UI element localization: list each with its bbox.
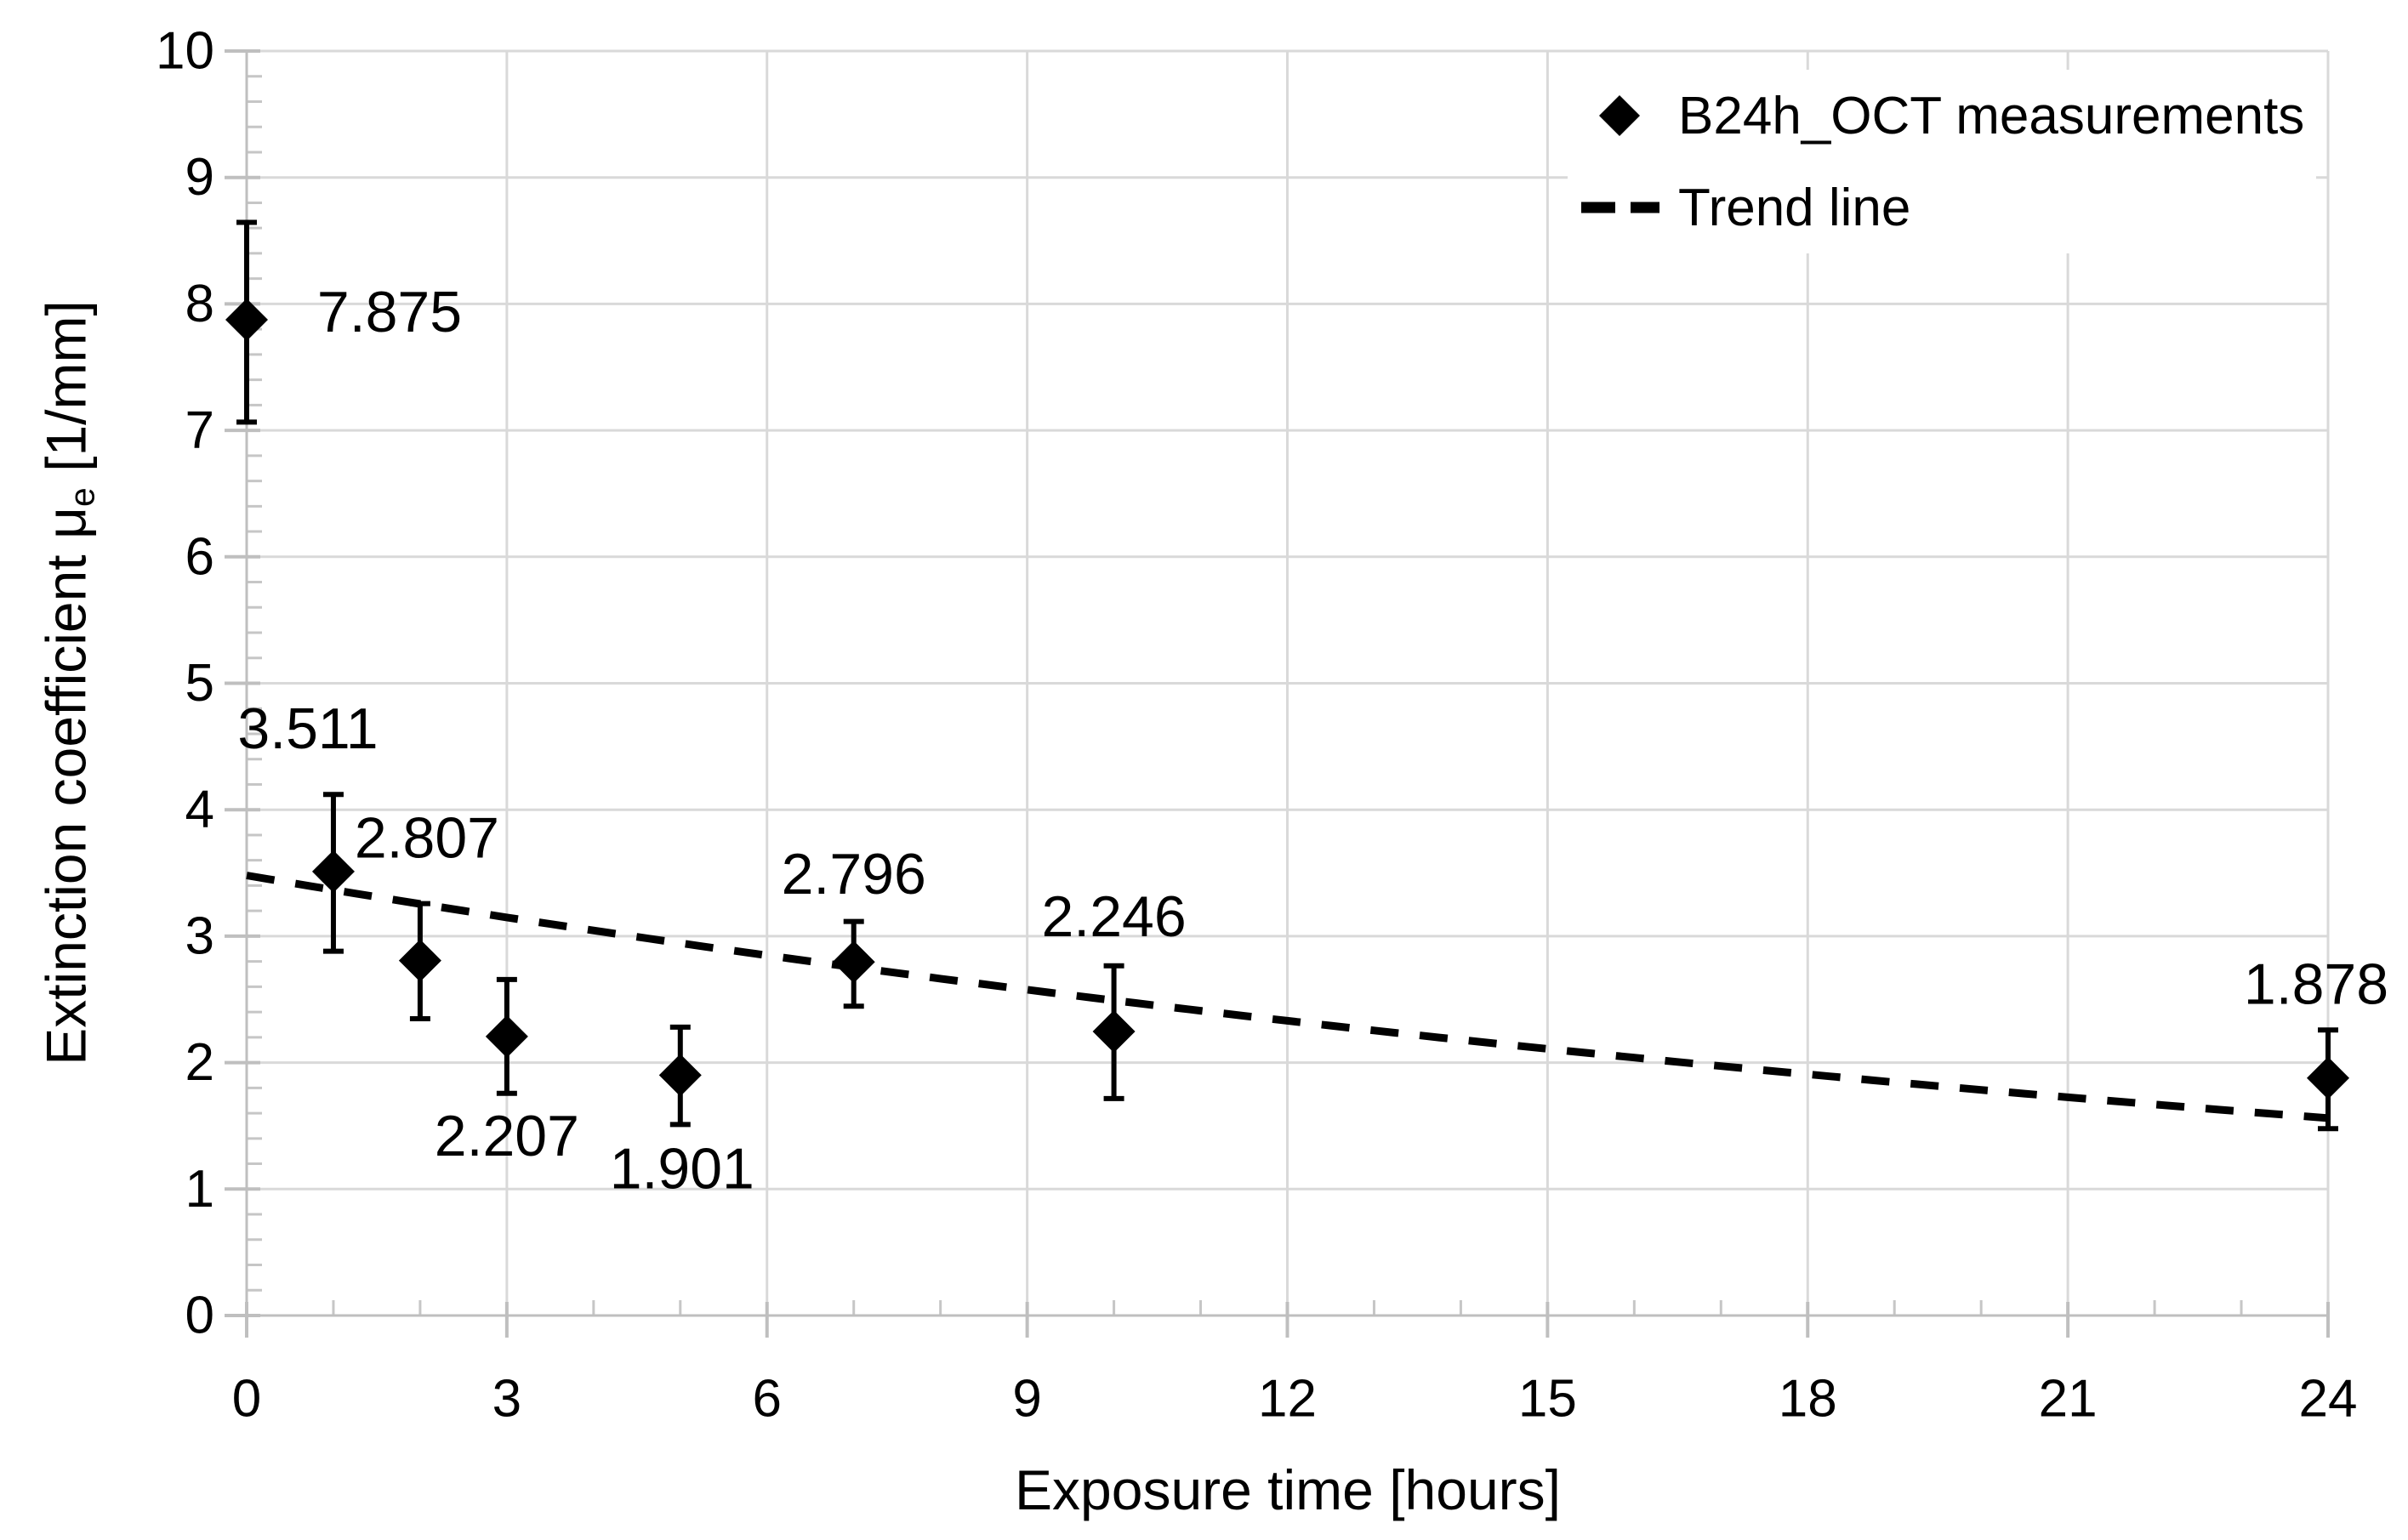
data-point-diamond: [1092, 1010, 1136, 1054]
y-axis-title-subscript: e: [62, 487, 102, 507]
x-tick-label: 21: [2039, 1370, 2098, 1429]
x-axis-title: Exposure time [hours]: [1015, 1458, 1561, 1521]
x-tick-label: 18: [1779, 1370, 1837, 1429]
data-point-diamond: [311, 850, 355, 893]
legend-label-trend: Trend line: [1678, 178, 1911, 237]
data-point-diamond: [2307, 1056, 2349, 1100]
legend: B24h_OCT measurements Trend line: [1568, 70, 2316, 253]
y-tick-label: 10: [156, 22, 214, 81]
x-tick-label: 9: [1012, 1370, 1041, 1429]
y-tick-label: 7: [185, 401, 214, 460]
y-tick-label: 2: [185, 1033, 214, 1092]
y-tick-label: 3: [185, 906, 214, 965]
data-point-diamond: [225, 298, 268, 341]
trend-line: [246, 872, 2329, 1122]
data-point-label: 2.207: [435, 1104, 579, 1168]
y-axis-title: Extinction coefficient μe [1/mm]: [33, 300, 102, 1065]
y-tick-label: 1: [185, 1160, 214, 1219]
legend-item-measurements: B24h_OCT measurements: [1568, 70, 2316, 162]
data-point-label: 2.796: [782, 842, 926, 906]
x-tick-label: 15: [1518, 1370, 1577, 1429]
data-point-diamond: [658, 1054, 702, 1097]
x-tick-label: 24: [2299, 1370, 2358, 1429]
y-tick-label: 5: [185, 654, 214, 713]
x-tick-label: 12: [1258, 1370, 1317, 1429]
data-point-label: 3.511: [237, 696, 378, 761]
x-tick-label: 3: [492, 1370, 521, 1429]
legend-label-measurements: B24h_OCT measurements: [1678, 86, 2305, 145]
data-point-diamond: [398, 939, 441, 982]
x-tick-label: 6: [753, 1370, 782, 1429]
y-tick-label: 4: [185, 781, 214, 839]
data-point-label: 2.807: [355, 806, 499, 871]
data-point-diamond: [485, 1014, 528, 1058]
y-axis-title-suffix: [1/mm]: [34, 300, 98, 488]
data-point-diamond: [832, 940, 875, 984]
data-point-label: 7.875: [317, 280, 462, 344]
y-tick-label: 0: [185, 1287, 214, 1345]
legend-item-trend: Trend line: [1568, 162, 2316, 253]
y-tick-label: 9: [185, 148, 214, 207]
y-axis-title-prefix: Extinction coefficient μ: [34, 506, 98, 1065]
data-point-label: 1.878: [2244, 952, 2388, 1017]
y-tick-label: 8: [185, 275, 214, 333]
diamond-marker-icon: [1580, 90, 1659, 141]
data-point-label: 1.901: [610, 1136, 754, 1201]
data-point-label: 2.246: [1041, 884, 1186, 949]
dashed-line-icon: [1580, 182, 1659, 233]
x-tick-label: 0: [232, 1370, 261, 1429]
y-tick-label: 6: [185, 527, 214, 586]
